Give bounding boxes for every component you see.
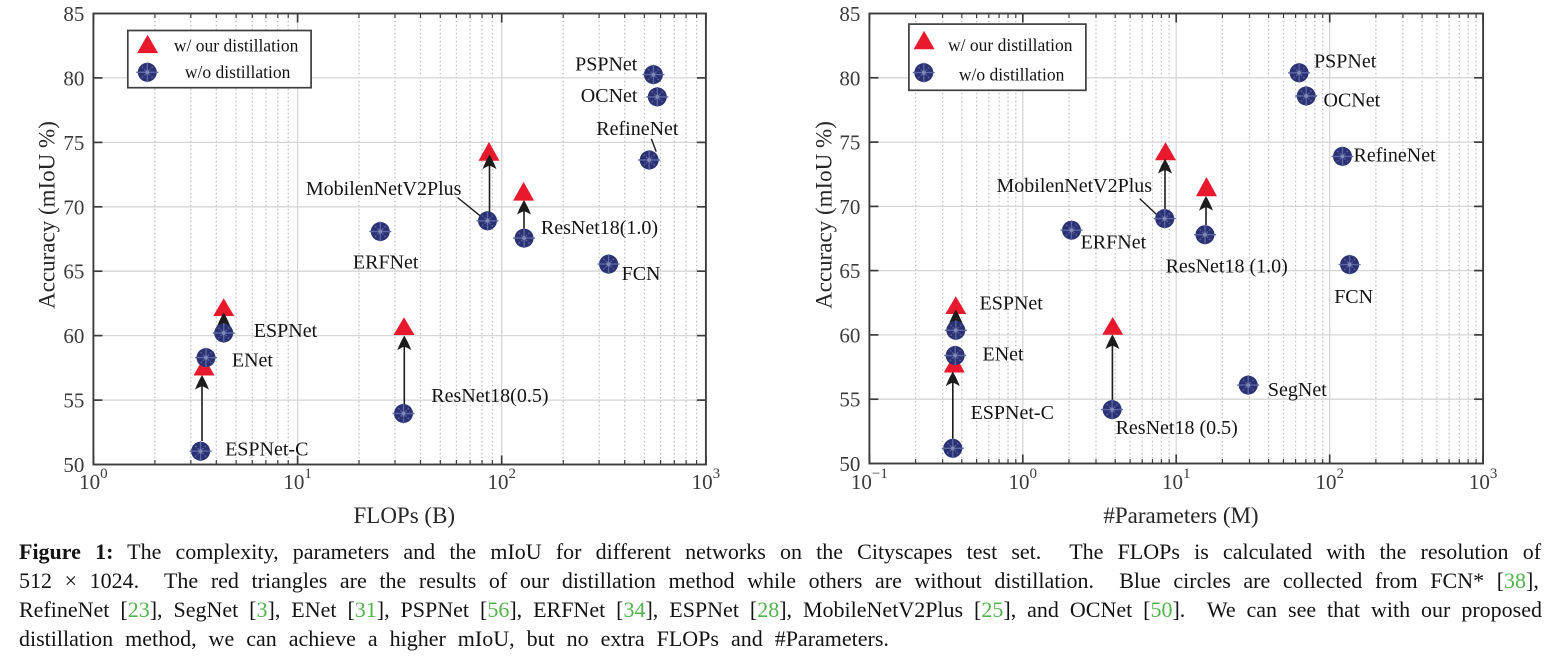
- svg-text:65: 65: [839, 259, 860, 283]
- svg-text:50: 50: [839, 452, 860, 476]
- svg-text:ENet: ENet: [232, 350, 274, 372]
- svg-text:FCN: FCN: [622, 263, 661, 285]
- svg-text:102: 102: [487, 466, 516, 494]
- svg-text:ESPNet: ESPNet: [254, 320, 318, 342]
- svg-text:ResNet18 (0.5): ResNet18 (0.5): [1116, 417, 1238, 439]
- svg-text:w/o distillation: w/o distillation: [185, 62, 291, 82]
- svg-text:w/ our distillation: w/ our distillation: [948, 35, 1073, 55]
- svg-text:103: 103: [1469, 466, 1498, 494]
- svg-text:ERFNet: ERFNet: [353, 251, 419, 273]
- svg-text:10−1: 10−1: [851, 466, 888, 494]
- svg-text:w/o distillation: w/o distillation: [959, 64, 1065, 84]
- svg-text:ResNet18 (1.0): ResNet18 (1.0): [1166, 256, 1288, 278]
- svg-text:75: 75: [839, 131, 860, 155]
- svg-text:65: 65: [63, 260, 84, 284]
- svg-text:70: 70: [839, 195, 860, 219]
- svg-text:100: 100: [1009, 466, 1038, 494]
- svg-text:#Parameters (M): #Parameters (M): [1103, 503, 1258, 528]
- svg-text:Accuracy (mIoU %): Accuracy (mIoU %): [812, 121, 837, 309]
- svg-text:100: 100: [79, 466, 108, 494]
- svg-text:Accuracy (mIoU %): Accuracy (mIoU %): [35, 121, 60, 309]
- svg-text:102: 102: [1315, 466, 1344, 494]
- svg-text:80: 80: [839, 66, 860, 90]
- svg-text:PSPNet: PSPNet: [575, 53, 638, 75]
- svg-text:PSPNet: PSPNet: [1314, 51, 1377, 73]
- svg-text:RefineNet: RefineNet: [1354, 145, 1437, 167]
- svg-text:ERFNet: ERFNet: [1081, 231, 1147, 253]
- svg-text:ResNet18(1.0): ResNet18(1.0): [541, 217, 658, 239]
- svg-text:60: 60: [63, 324, 84, 348]
- svg-text:w/ our distillation: w/ our distillation: [174, 36, 299, 56]
- svg-text:OCNet: OCNet: [581, 85, 638, 107]
- svg-text:MobilenNetV2Plus: MobilenNetV2Plus: [997, 175, 1153, 197]
- svg-text:FLOPs (B): FLOPs (B): [353, 503, 455, 528]
- svg-text:SegNet: SegNet: [1268, 379, 1327, 401]
- svg-text:85: 85: [839, 2, 860, 26]
- svg-text:ESPNet-C: ESPNet-C: [971, 402, 1054, 424]
- svg-text:55: 55: [63, 389, 84, 413]
- svg-text:ESPNet-C: ESPNet-C: [225, 438, 308, 460]
- svg-text:60: 60: [839, 323, 860, 347]
- svg-text:ENet: ENet: [983, 344, 1025, 366]
- svg-text:85: 85: [63, 2, 84, 26]
- svg-text:OCNet: OCNet: [1324, 89, 1381, 111]
- svg-text:MobilenNetV2Plus: MobilenNetV2Plus: [306, 178, 462, 200]
- svg-text:103: 103: [692, 466, 721, 494]
- svg-text:ResNet18(0.5): ResNet18(0.5): [431, 385, 548, 407]
- svg-text:RefineNet: RefineNet: [596, 118, 679, 140]
- svg-text:50: 50: [63, 453, 84, 477]
- svg-text:70: 70: [63, 195, 84, 219]
- svg-text:FCN: FCN: [1334, 286, 1373, 308]
- svg-text:55: 55: [839, 388, 860, 412]
- svg-text:80: 80: [63, 66, 84, 90]
- svg-text:101: 101: [283, 466, 312, 494]
- svg-text:101: 101: [1162, 466, 1191, 494]
- svg-text:75: 75: [63, 131, 84, 155]
- svg-text:ESPNet: ESPNet: [980, 293, 1044, 315]
